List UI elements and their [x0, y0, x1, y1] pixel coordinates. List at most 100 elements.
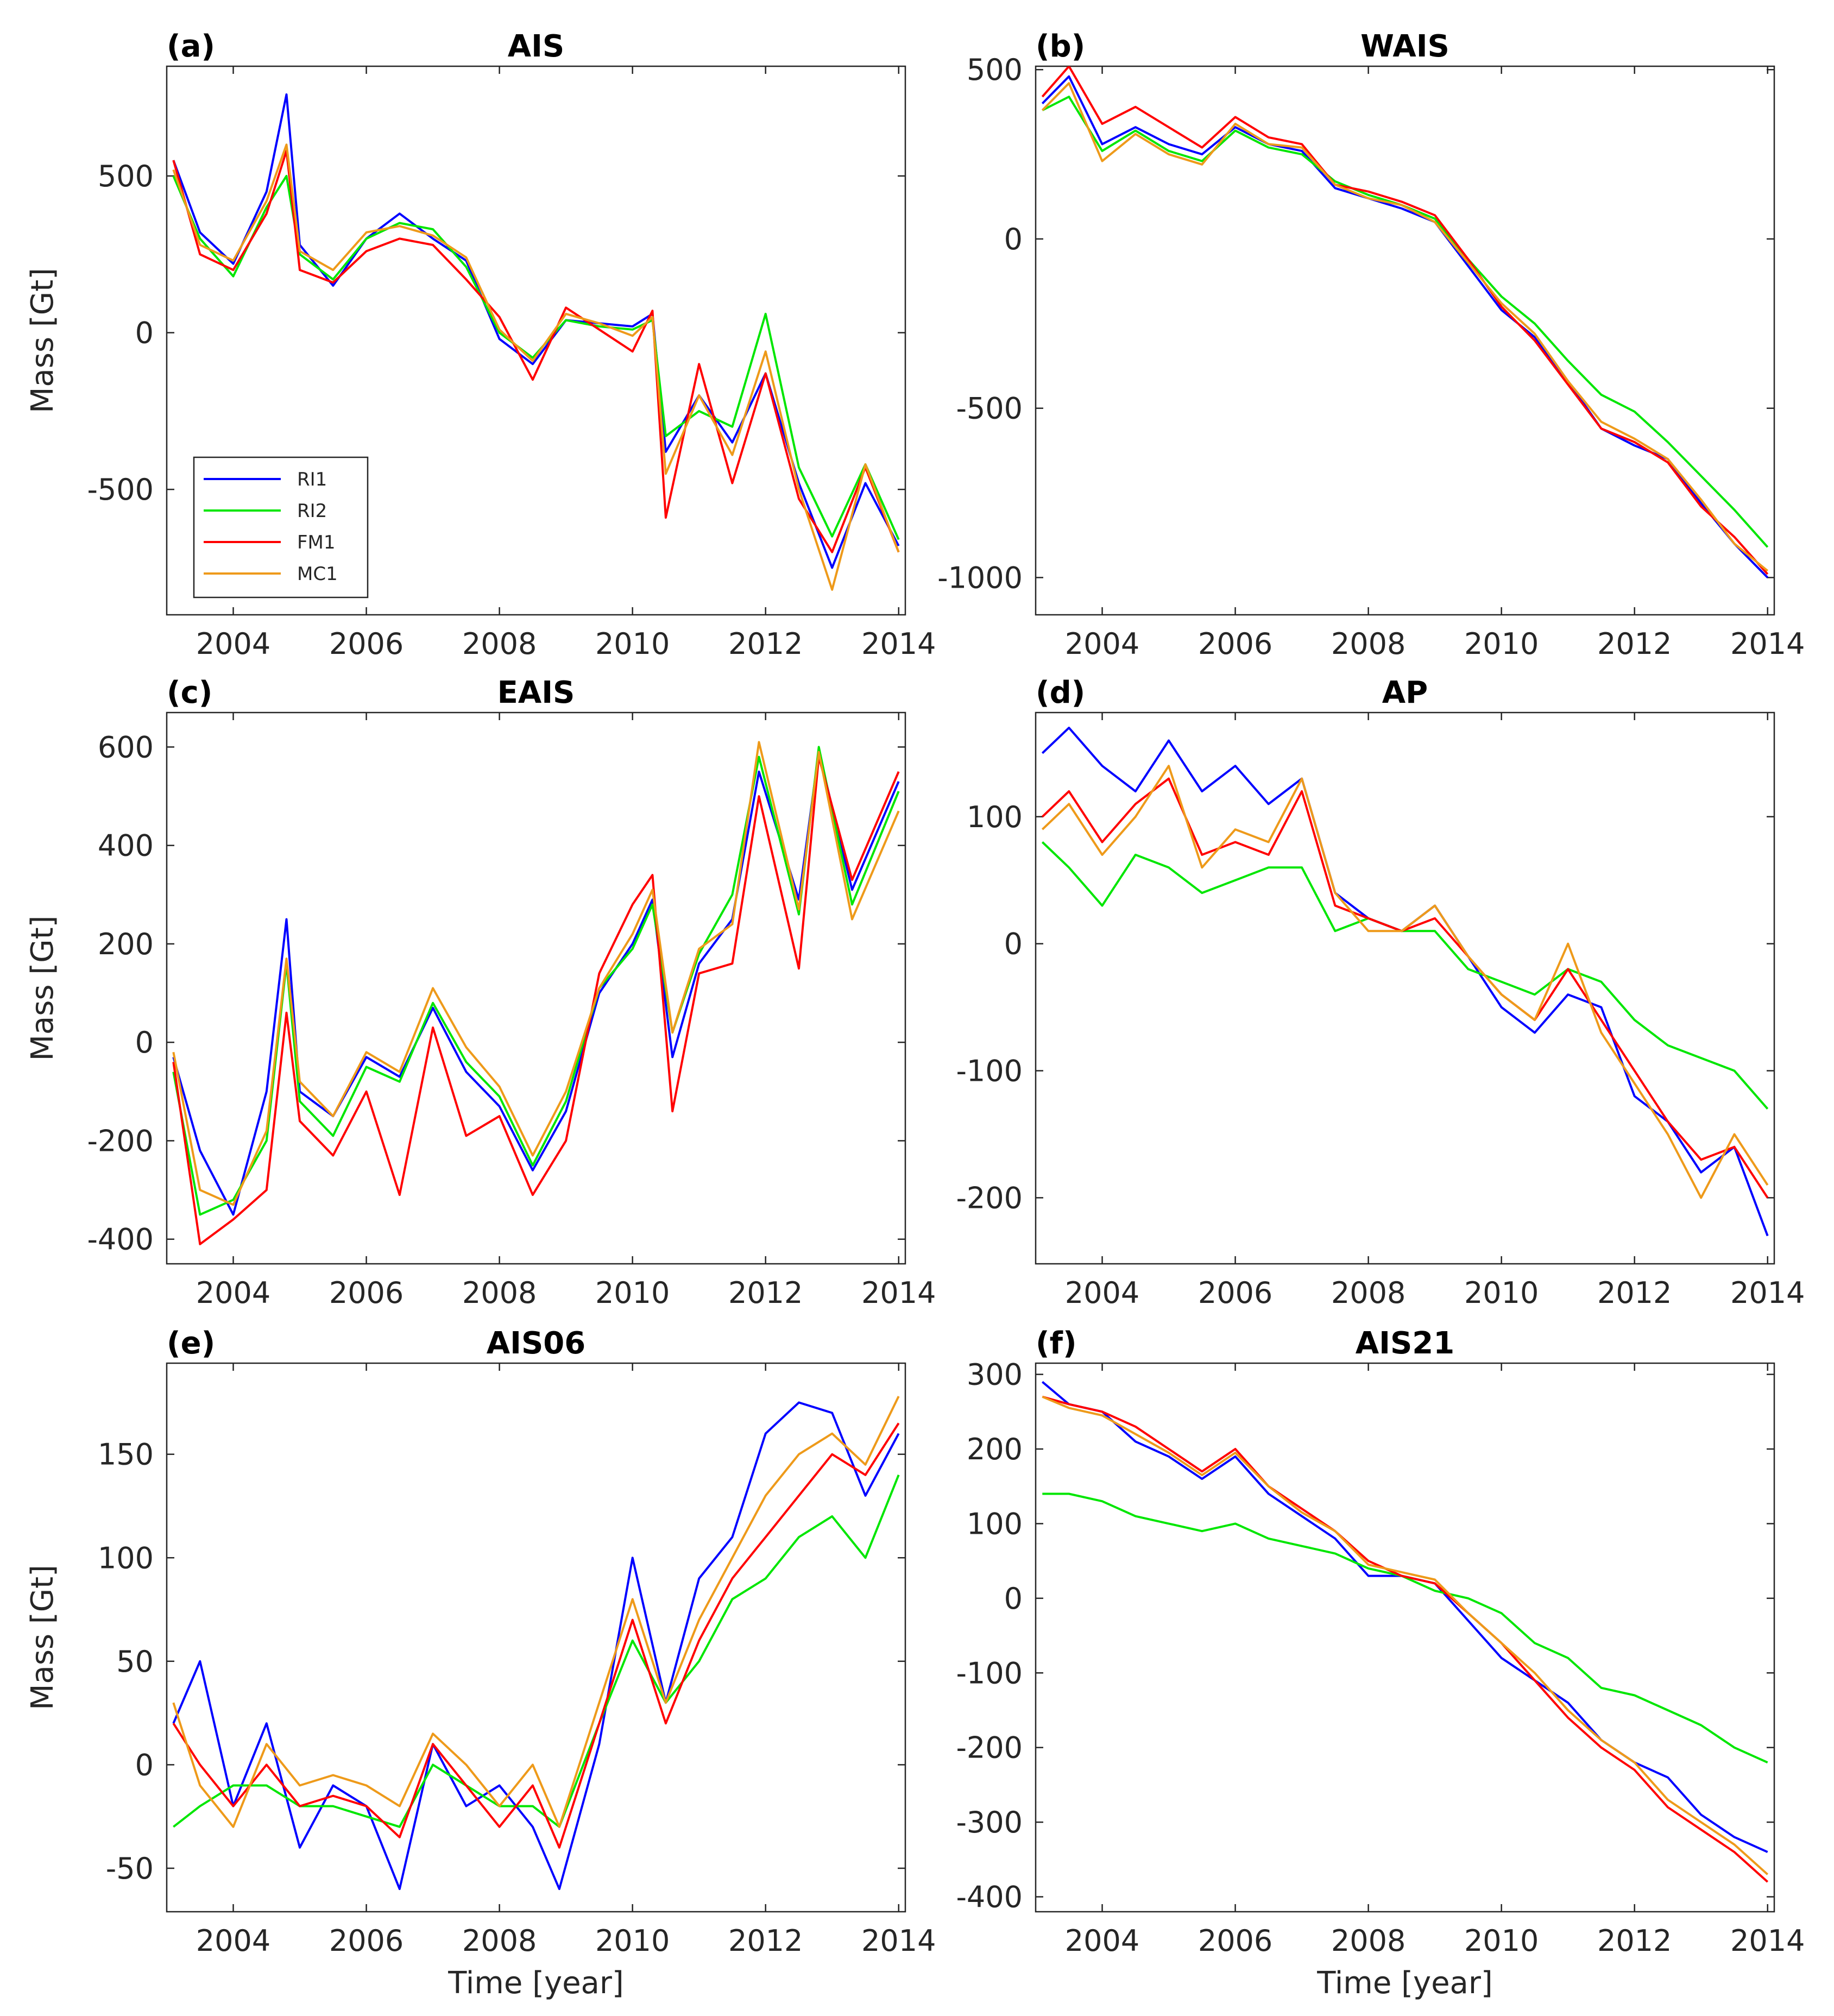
legend-label-ri1: RI1: [297, 469, 327, 490]
x-tick-label: 2012: [1597, 1924, 1672, 1958]
panel-title: AIS: [508, 29, 565, 64]
panel-title: WAIS: [1360, 29, 1449, 64]
y-tick-label: 0: [135, 1025, 154, 1060]
y-tick-label: -1000: [937, 560, 1023, 595]
legend-label-ri2: RI2: [297, 500, 327, 522]
series-group: [1041, 66, 1769, 578]
panel-title: AIS21: [1356, 1326, 1454, 1361]
panel-title: EAIS: [497, 675, 575, 710]
y-tick-label: 200: [967, 1432, 1023, 1466]
x-tick-label: 2008: [462, 1924, 537, 1958]
x-tick-label: 2010: [595, 1924, 670, 1958]
x-tick-label: 2004: [196, 1924, 270, 1958]
y-tick-label: 400: [98, 829, 154, 863]
series-group: [172, 1396, 900, 1891]
x-tick-label: 2010: [1464, 627, 1539, 661]
y-tick-label: 0: [135, 316, 154, 350]
x-tick-label: 2006: [329, 1924, 404, 1958]
y-tick-label: 500: [98, 159, 154, 193]
x-tick-label: 2014: [1730, 1276, 1805, 1310]
x-tick-label: 2004: [1065, 627, 1139, 661]
series-line-fm1: [172, 755, 900, 1245]
x-tick-label: 2008: [1331, 1924, 1406, 1958]
y-tick-label: -50: [106, 1851, 154, 1886]
y-tick-label: 0: [1004, 1582, 1023, 1616]
y-tick-label: -500: [87, 472, 154, 507]
y-axis-label: Mass [Gt]: [25, 1565, 60, 1710]
y-tick-label: -200: [87, 1124, 154, 1158]
series-line-mc1: [172, 741, 900, 1206]
axes-box: [1035, 1362, 1775, 1913]
axes-box: [166, 1362, 906, 1913]
x-axis-label: Time [year]: [448, 1965, 623, 2001]
y-tick-label: 200: [98, 927, 154, 961]
x-tick-label: 2010: [1464, 1924, 1539, 1958]
y-tick-label: 0: [1004, 222, 1023, 256]
y-tick-label: 500: [967, 53, 1023, 87]
series-group: [172, 741, 900, 1245]
x-tick-label: 2004: [196, 627, 270, 661]
x-tick-label: 2014: [1730, 1924, 1805, 1958]
x-tick-label: 2008: [462, 627, 537, 661]
panel-wais: 2004 2006 2008 2010 2012 2014 -1000 -500 0 500 WAI…: [937, 29, 1805, 661]
x-tick-label: 2012: [728, 1924, 803, 1958]
legend-label-fm1: FM1: [297, 532, 336, 553]
y-tick-label: 0: [135, 1748, 154, 1782]
series-line-ri2: [173, 1475, 900, 1828]
y-tick-label: 100: [967, 1507, 1023, 1541]
y-tick-label: 100: [98, 1541, 154, 1575]
series-line-fm1: [1042, 1395, 1769, 1883]
x-tick-label: 2014: [861, 627, 936, 661]
panel-title: AP: [1382, 675, 1428, 710]
series-line-mc1: [1042, 1395, 1769, 1875]
y-tick-label: 50: [116, 1645, 154, 1679]
x-tick-label: 2012: [728, 1276, 803, 1310]
y-tick-label: -300: [956, 1805, 1023, 1839]
x-tick-label: 2014: [861, 1276, 936, 1310]
series-line-mc1: [172, 1396, 900, 1828]
y-tick-label: -200: [956, 1731, 1023, 1765]
y-tick-label: 600: [98, 730, 154, 764]
panel-ais21: 2004 2006 2008 2010 2012 2014 -400 -300 -200 -100…: [956, 1326, 1805, 2001]
panel-label: (d): [1036, 675, 1085, 710]
y-tick-label: -500: [956, 392, 1023, 426]
x-tick-label: 2010: [595, 1276, 670, 1310]
y-axis-label: Mass [Gt]: [25, 268, 60, 413]
panel-ais: 2004 2006 2008 2010 2012 2014 -500 0 500 AIS (a) Ma…: [25, 29, 936, 661]
x-tick-label: 2004: [1065, 1924, 1139, 1958]
x-tick-label: 2012: [1597, 1276, 1672, 1310]
y-tick-label: -400: [956, 1880, 1023, 1914]
series-group: [1041, 727, 1769, 1237]
x-tick-label: 2014: [861, 1924, 936, 1958]
panel-eais: 2004 2006 2008 2010 2012 2014 -400 -200 0 200 400 6…: [25, 675, 936, 1310]
x-tick-label: 2006: [329, 627, 404, 661]
series-line-ri1: [172, 1401, 900, 1891]
y-axis-label: Mass [Gt]: [25, 916, 60, 1061]
panel-label: (a): [167, 29, 215, 64]
series-line-ri1: [172, 751, 900, 1216]
panel-label: (f): [1036, 1326, 1077, 1361]
series-line-mc1: [172, 143, 900, 591]
y-tick-label: 150: [98, 1438, 154, 1472]
series-group: [1042, 1381, 1769, 1883]
panel-label: (e): [167, 1326, 215, 1361]
series-group: [172, 93, 900, 591]
y-tick-label: -400: [87, 1223, 154, 1257]
axes-box: [1035, 711, 1775, 1265]
x-tick-label: 2008: [1331, 1276, 1406, 1310]
panel-ais06: 2004 2006 2008 2010 2012 2014 -50 0 50 100 150 AIS0…: [25, 1326, 936, 2001]
series-line-fm1: [172, 1422, 900, 1849]
y-tick-label: 300: [967, 1358, 1023, 1392]
y-tick-label: -200: [956, 1181, 1023, 1215]
panel-title: AIS06: [487, 1326, 585, 1361]
x-tick-label: 2008: [462, 1276, 537, 1310]
x-tick-label: 2012: [728, 627, 803, 661]
series-line-mc1: [1041, 765, 1769, 1199]
panel-label: (b): [1036, 29, 1085, 64]
x-tick-label: 2006: [329, 1276, 404, 1310]
axes-box: [1035, 65, 1775, 616]
y-tick-label: -100: [956, 1656, 1023, 1690]
x-tick-label: 2010: [595, 627, 670, 661]
x-tick-label: 2008: [1331, 627, 1406, 661]
